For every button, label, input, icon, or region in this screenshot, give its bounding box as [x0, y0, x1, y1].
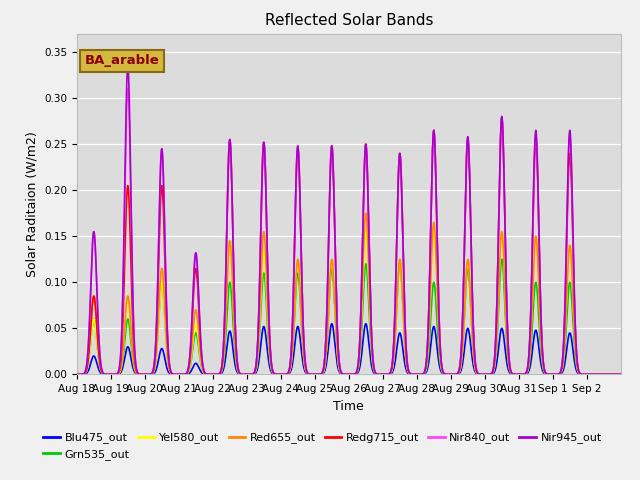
- Legend: Blu475_out, Grn535_out, Yel580_out, Red655_out, Redg715_out, Nir840_out, Nir945_: Blu475_out, Grn535_out, Yel580_out, Red6…: [39, 428, 606, 464]
- X-axis label: Time: Time: [333, 400, 364, 413]
- Y-axis label: Solar Raditaion (W/m2): Solar Raditaion (W/m2): [26, 131, 38, 277]
- Text: BA_arable: BA_arable: [85, 54, 160, 67]
- Title: Reflected Solar Bands: Reflected Solar Bands: [264, 13, 433, 28]
